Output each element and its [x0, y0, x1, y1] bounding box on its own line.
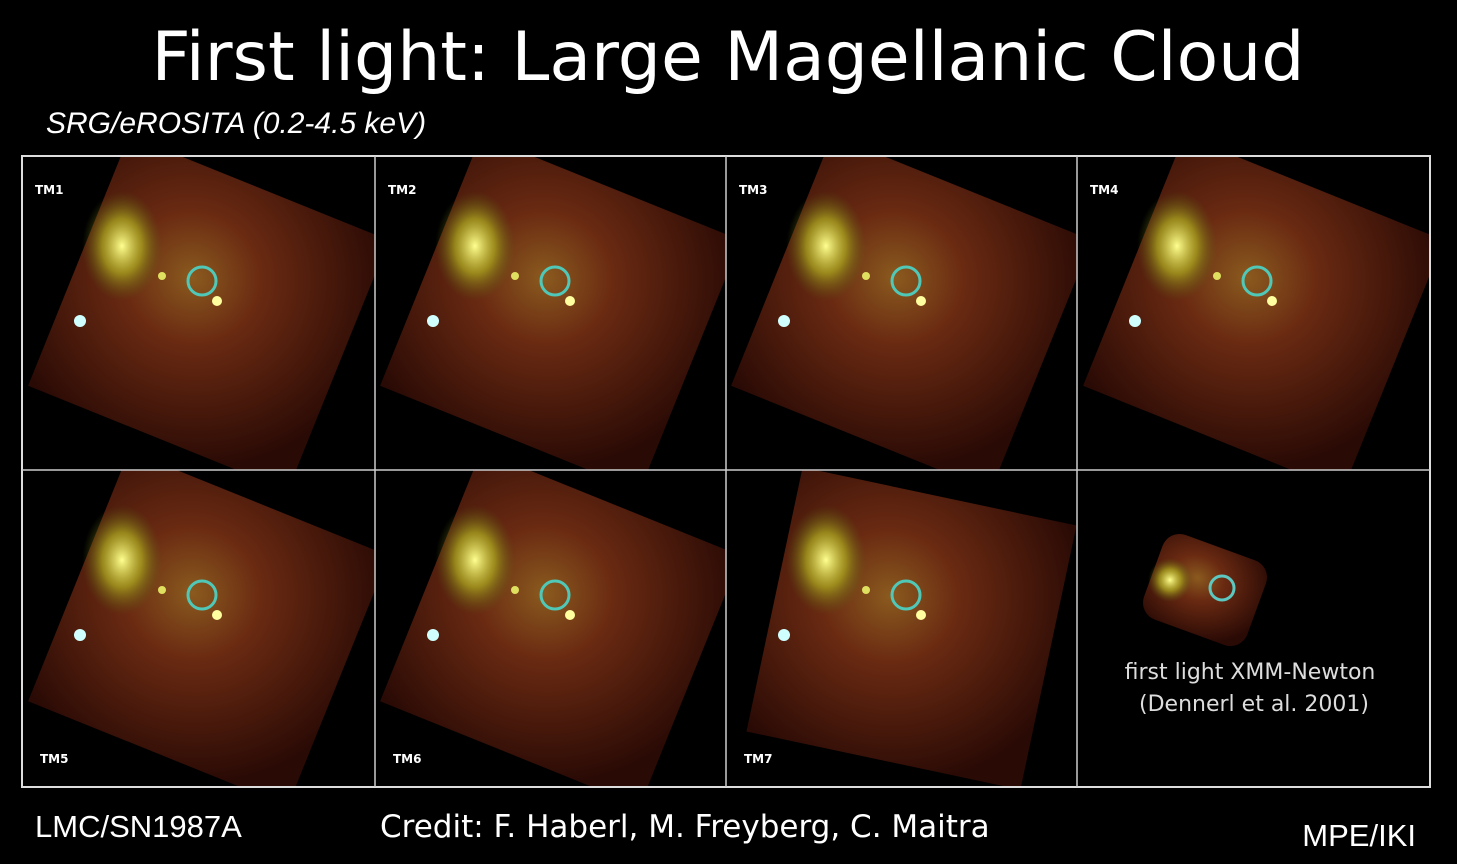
panel: TM3	[726, 156, 1077, 470]
emission	[435, 505, 515, 615]
lmc-image	[746, 470, 1077, 787]
title: First light: Large Magellanic Cloud	[152, 18, 1305, 97]
supernova-remnant	[186, 265, 218, 297]
footer-left: LMC/SN1987A	[35, 809, 242, 844]
point-source	[74, 315, 86, 327]
emission	[435, 191, 515, 301]
point-source	[158, 272, 166, 280]
panel-label: TM7	[744, 752, 772, 766]
caption: first light XMM-Newton	[1125, 660, 1376, 685]
point-source	[74, 629, 86, 641]
panel: TM6	[375, 470, 726, 787]
point-source	[778, 629, 790, 641]
point-source	[862, 586, 870, 594]
xmm-image	[1142, 533, 1268, 647]
emission	[786, 505, 866, 615]
supernova-remnant	[1241, 265, 1273, 297]
point-source	[1129, 315, 1141, 327]
supernova-remnant	[890, 265, 922, 297]
footer-right: MPE/IKI	[1302, 818, 1416, 853]
point-source	[427, 315, 439, 327]
panel-label: TM6	[393, 752, 421, 766]
panel-label: TM4	[1090, 183, 1118, 197]
emission	[82, 505, 162, 615]
emission	[82, 191, 162, 301]
point-source	[511, 586, 519, 594]
panel-label: TM3	[739, 183, 767, 197]
point-source	[916, 296, 926, 306]
panel-grid: TM1 TM2 TM3 TM4 TM5 TM6 TM7	[22, 156, 1430, 787]
panel: TM4	[1077, 156, 1430, 470]
panel: TM1	[22, 156, 375, 470]
point-source	[158, 586, 166, 594]
point-source	[511, 272, 519, 280]
supernova-remnant	[186, 579, 218, 611]
subtitle: SRG/eROSITA (0.2-4.5 keV)	[46, 107, 426, 140]
point-source	[862, 272, 870, 280]
supernova-remnant	[890, 579, 922, 611]
emission	[786, 191, 866, 301]
panel-label: TM2	[388, 183, 416, 197]
panel: TM5	[22, 470, 375, 787]
panel: TM2	[375, 156, 726, 470]
panel-label: TM1	[35, 183, 63, 197]
point-source	[778, 315, 790, 327]
supernova-remnant	[539, 265, 571, 297]
panel: TM7	[726, 470, 1077, 787]
point-source	[212, 296, 222, 306]
panel-label: TM5	[40, 752, 68, 766]
point-source	[916, 610, 926, 620]
point-source	[427, 629, 439, 641]
point-source	[1267, 296, 1277, 306]
footer-credit: Credit: F. Haberl, M. Freyberg, C. Maitr…	[380, 809, 990, 845]
caption: (Dennerl et al. 2001)	[1139, 692, 1369, 717]
supernova-remnant	[539, 579, 571, 611]
point-source	[212, 610, 222, 620]
point-source	[565, 296, 575, 306]
point-source	[1213, 272, 1221, 280]
emission	[1137, 191, 1217, 301]
point-source	[565, 610, 575, 620]
